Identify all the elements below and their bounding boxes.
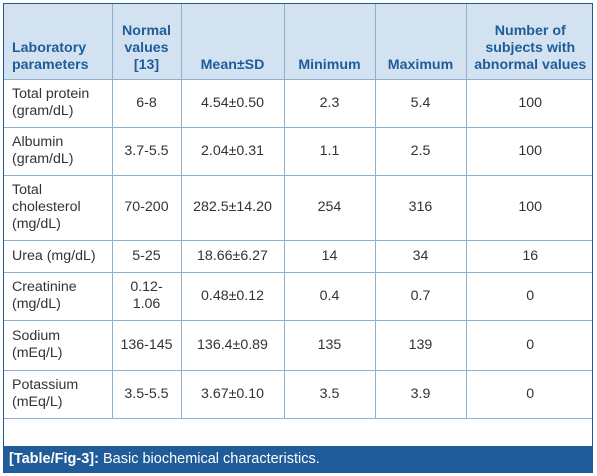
cell-minimum: 1.1 — [284, 127, 376, 176]
cell-normal: 3.7-5.5 — [112, 127, 182, 176]
cell-normal: 3.5-5.5 — [112, 370, 182, 419]
header-abnormal-count: Number of subjects with abnormal values — [466, 4, 592, 80]
cell-abnormal: 100 — [466, 127, 592, 176]
caption-text: Basic biochemical characteristics. — [98, 451, 320, 467]
table-row: Total cholesterol (mg/dL) 70-200 282.5±1… — [4, 175, 592, 241]
table-row: Total protein (gram/dL) 6-8 4.54±0.50 2.… — [4, 79, 592, 128]
cell-mean-sd: 0.48±0.12 — [181, 272, 285, 321]
table-caption: [Table/Fig-3]: Basic biochemical charact… — [4, 446, 592, 472]
header-normal-values: Normal values [13] — [112, 4, 182, 80]
table-row: Sodium (mEq/L) 136-145 136.4±0.89 135 13… — [4, 320, 592, 371]
table-header-row: Laboratory parameters Normal values [13]… — [4, 4, 592, 80]
cell-maximum: 34 — [375, 240, 467, 273]
cell-parameter: Sodium (mEq/L) — [4, 320, 113, 371]
cell-normal: 5-25 — [112, 240, 182, 273]
cell-maximum: 0.7 — [375, 272, 467, 321]
cell-abnormal: 100 — [466, 79, 592, 128]
cell-minimum: 14 — [284, 240, 376, 273]
cell-maximum: 3.9 — [375, 370, 467, 419]
cell-mean-sd: 18.66±6.27 — [181, 240, 285, 273]
cell-normal: 136-145 — [112, 320, 182, 371]
header-mean-sd: Mean±SD — [181, 4, 285, 80]
cell-parameter: Potassium (mEq/L) — [4, 370, 113, 419]
cell-minimum: 0.4 — [284, 272, 376, 321]
cell-minimum: 3.5 — [284, 370, 376, 419]
cell-normal: 0.12-1.06 — [112, 272, 182, 321]
cell-abnormal: 0 — [466, 320, 592, 371]
header-minimum: Minimum — [284, 4, 376, 80]
cell-minimum: 2.3 — [284, 79, 376, 128]
cell-maximum: 139 — [375, 320, 467, 371]
cell-parameter: Total cholesterol (mg/dL) — [4, 175, 113, 241]
cell-mean-sd: 282.5±14.20 — [181, 175, 285, 241]
table-row: Urea (mg/dL) 5-25 18.66±6.27 14 34 16 — [4, 240, 592, 273]
cell-parameter: Creatinine (mg/dL) — [4, 272, 113, 321]
biochemical-table: Laboratory parameters Normal values [13]… — [4, 4, 592, 419]
cell-parameter: Urea (mg/dL) — [4, 240, 113, 273]
cell-maximum: 2.5 — [375, 127, 467, 176]
cell-mean-sd: 2.04±0.31 — [181, 127, 285, 176]
cell-normal: 6-8 — [112, 79, 182, 128]
cell-abnormal: 100 — [466, 175, 592, 241]
header-lab-parameters: Laboratory parameters — [4, 4, 113, 80]
table-figure: Laboratory parameters Normal values [13]… — [3, 3, 593, 473]
cell-mean-sd: 4.54±0.50 — [181, 79, 285, 128]
cell-abnormal: 16 — [466, 240, 592, 273]
cell-parameter: Total protein (gram/dL) — [4, 79, 113, 128]
header-maximum: Maximum — [375, 4, 467, 80]
cell-maximum: 5.4 — [375, 79, 467, 128]
table-row: Potassium (mEq/L) 3.5-5.5 3.67±0.10 3.5 … — [4, 370, 592, 419]
cell-mean-sd: 3.67±0.10 — [181, 370, 285, 419]
cell-minimum: 135 — [284, 320, 376, 371]
cell-abnormal: 0 — [466, 272, 592, 321]
cell-maximum: 316 — [375, 175, 467, 241]
table-row: Creatinine (mg/dL) 0.12-1.06 0.48±0.12 0… — [4, 272, 592, 321]
cell-normal: 70-200 — [112, 175, 182, 241]
cell-abnormal: 0 — [466, 370, 592, 419]
table-row: Albumin (gram/dL) 3.7-5.5 2.04±0.31 1.1 … — [4, 127, 592, 176]
cell-mean-sd: 136.4±0.89 — [181, 320, 285, 371]
cell-minimum: 254 — [284, 175, 376, 241]
cell-parameter: Albumin (gram/dL) — [4, 127, 113, 176]
caption-tag: [Table/Fig-3]: — [9, 451, 99, 467]
